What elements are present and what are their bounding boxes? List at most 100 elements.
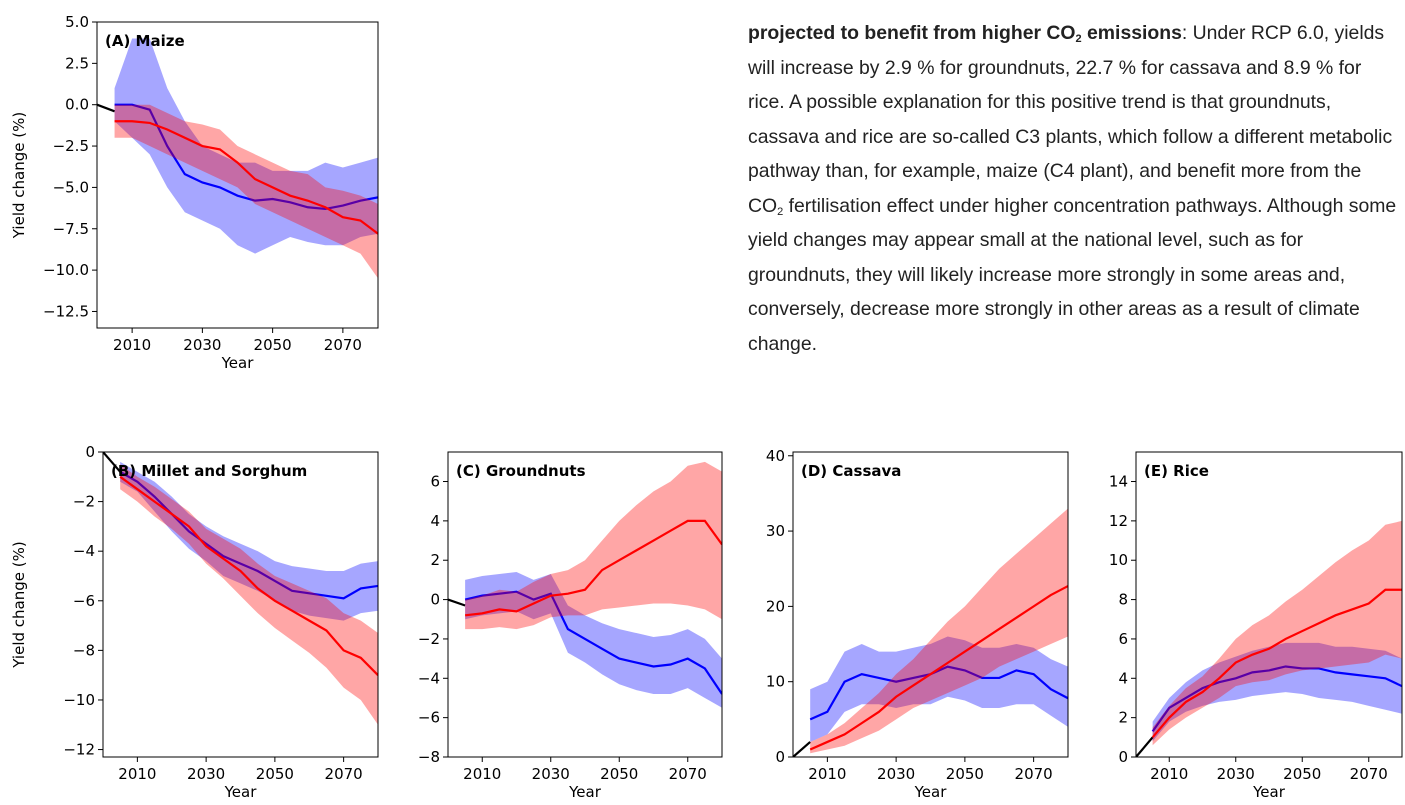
x-tick-label: 2010 bbox=[113, 336, 151, 354]
x-tick-label: 2070 bbox=[669, 765, 707, 783]
y-tick-label: 2.5 bbox=[65, 54, 89, 72]
plot-area bbox=[793, 508, 1068, 757]
x-tick-label: 2050 bbox=[600, 765, 638, 783]
y-tick-label: 12 bbox=[1109, 512, 1128, 530]
y-tick-label: 14 bbox=[1109, 473, 1128, 491]
y-tick-label: 40 bbox=[766, 447, 785, 465]
line bbox=[114, 103, 378, 211]
axes-frame bbox=[1135, 451, 1403, 758]
x-tick-label: 2050 bbox=[946, 765, 984, 783]
chart: −8 −6 −4 −2 0 2 4 6 2010 2030 2050 2070 Year (C) Grou… bbox=[418, 451, 723, 801]
y-tick-label: −2 bbox=[73, 493, 95, 511]
plot-area bbox=[97, 38, 378, 279]
line bbox=[809, 665, 1068, 721]
band bbox=[114, 38, 378, 254]
line bbox=[119, 470, 378, 600]
y-tick-label: 4 bbox=[430, 512, 440, 530]
x-axis-label: Year bbox=[568, 783, 602, 801]
y-tick-label: 2 bbox=[1118, 709, 1128, 727]
y-tick-label: 10 bbox=[1109, 551, 1128, 569]
y-tick-label: 4 bbox=[1118, 669, 1128, 687]
panel-title: (B) Millet and Sorghum bbox=[111, 462, 307, 480]
y-axis-label: Yield change (%) bbox=[10, 112, 28, 239]
y-tick-label: −2.5 bbox=[53, 137, 89, 155]
panel-title: (D) Cassava bbox=[801, 462, 901, 480]
text-run: 2 bbox=[1075, 33, 1082, 45]
y-tick-label: −2 bbox=[418, 630, 440, 648]
x-tick-label: 2070 bbox=[324, 336, 362, 354]
x-tick-label: 2050 bbox=[254, 336, 292, 354]
plot-area bbox=[103, 452, 378, 725]
x-tick-label: 2050 bbox=[256, 765, 294, 783]
x-axis-label: Year bbox=[221, 354, 255, 372]
band bbox=[1152, 642, 1402, 742]
y-tick-label: 0 bbox=[85, 443, 95, 461]
axes-frame bbox=[96, 21, 379, 329]
y-tick-label: 20 bbox=[766, 597, 785, 615]
line bbox=[103, 452, 122, 473]
x-tick-label: 2030 bbox=[183, 336, 221, 354]
y-axis-label: Yield change (%) bbox=[10, 541, 28, 668]
band bbox=[465, 461, 722, 630]
band bbox=[114, 104, 378, 279]
line bbox=[1136, 736, 1154, 757]
band bbox=[810, 508, 1068, 754]
x-tick-label: 2030 bbox=[187, 765, 225, 783]
y-tick-label: −6 bbox=[73, 592, 95, 610]
panel-title: (A) Maize bbox=[105, 32, 185, 50]
band bbox=[120, 464, 378, 725]
y-tick-label: 6 bbox=[1118, 630, 1128, 648]
y-tick-label: −4 bbox=[73, 542, 95, 560]
line bbox=[1151, 588, 1402, 739]
y-tick-label: 30 bbox=[766, 522, 785, 540]
y-tick-label: 2 bbox=[430, 551, 440, 569]
line bbox=[793, 741, 811, 757]
y-tick-label: −12.5 bbox=[43, 302, 89, 320]
chart: 0 2 4 6 8 10 12 14 2010 2030 2050 2070 Year (E) Rice bbox=[1109, 451, 1403, 801]
y-tick-label: 0 bbox=[775, 748, 785, 766]
y-tick-label: 10 bbox=[766, 673, 785, 691]
y-tick-label: −12 bbox=[63, 741, 95, 759]
line bbox=[448, 598, 466, 607]
x-tick-label: 2070 bbox=[325, 765, 363, 783]
y-tick-label: 8 bbox=[1118, 591, 1128, 609]
axes-frame bbox=[102, 451, 379, 758]
line bbox=[97, 103, 115, 113]
y-tick-label: −6 bbox=[418, 709, 440, 727]
y-tick-label: 6 bbox=[430, 473, 440, 491]
axes-frame bbox=[447, 451, 723, 758]
line bbox=[114, 120, 378, 235]
plot-area bbox=[1136, 520, 1402, 757]
paragraph: projected to benefit from higher CO2 emi… bbox=[748, 16, 1400, 361]
y-tick-label: −10.0 bbox=[43, 261, 89, 279]
y-tick-label: −7.5 bbox=[53, 220, 89, 238]
x-axis-label: Year bbox=[224, 783, 258, 801]
line bbox=[464, 590, 722, 695]
band bbox=[1152, 520, 1402, 746]
y-tick-label: −8 bbox=[73, 641, 95, 659]
y-tick-label: −10 bbox=[63, 691, 95, 709]
line bbox=[464, 519, 722, 617]
panel-title: (C) Groundnuts bbox=[456, 462, 586, 480]
band bbox=[810, 636, 1068, 742]
panel-title: (E) Rice bbox=[1144, 462, 1209, 480]
y-tick-label: 0 bbox=[1118, 748, 1128, 766]
x-tick-label: 2010 bbox=[1150, 765, 1188, 783]
text-run: 2 bbox=[777, 205, 784, 218]
x-tick-label: 2010 bbox=[808, 765, 846, 783]
line bbox=[1151, 665, 1402, 733]
line bbox=[809, 585, 1068, 751]
x-tick-label: 2050 bbox=[1283, 765, 1321, 783]
y-tick-label: −4 bbox=[418, 669, 440, 687]
band bbox=[120, 461, 378, 621]
y-tick-label: −8 bbox=[418, 748, 440, 766]
text-run: fertilisation effect under higher concen… bbox=[748, 194, 1397, 355]
plot-area bbox=[448, 461, 722, 708]
x-tick-label: 2030 bbox=[532, 765, 570, 783]
y-tick-label: 0.0 bbox=[65, 96, 89, 114]
x-axis-label: Year bbox=[914, 783, 948, 801]
text-run: : Under RCP 6.0, yields will increase by… bbox=[748, 22, 1393, 217]
